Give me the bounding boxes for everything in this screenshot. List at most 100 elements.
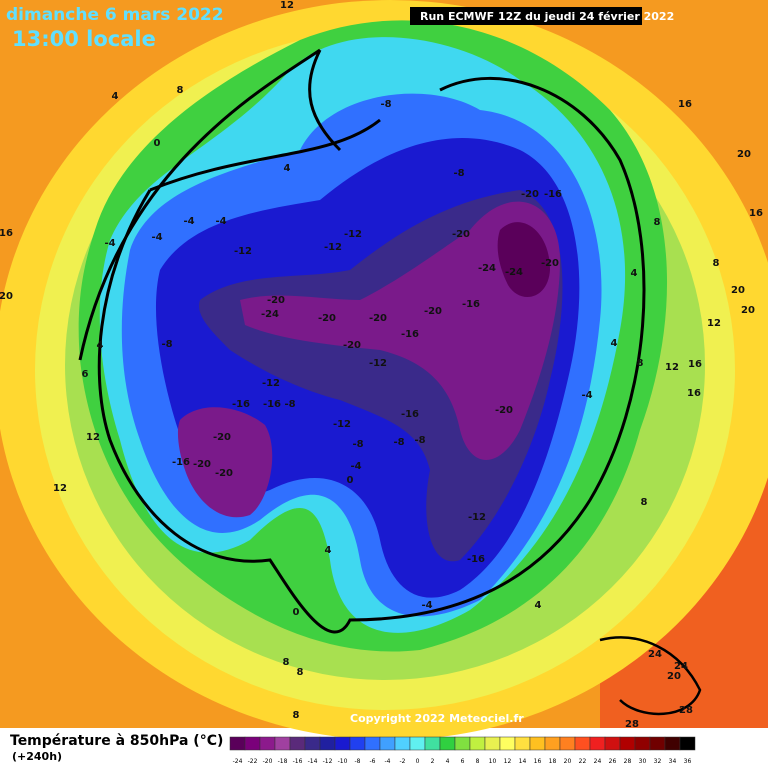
colorbar-label: -20 [263, 758, 273, 765]
colorbar-label: 34 [669, 758, 677, 765]
colorbar-label: -14 [308, 758, 318, 765]
colorbar-swatch [484, 736, 501, 751]
contour-label: -20 [267, 295, 285, 306]
colorbar-swatch [274, 736, 291, 751]
colorbar-label: 24 [594, 758, 602, 765]
contour-label: 4 [535, 600, 542, 611]
date: dimanche 6 mars 2022 [6, 5, 224, 25]
contour-label: -16 [401, 409, 419, 420]
colorbar-label: -18 [278, 758, 288, 765]
legend-title: Température à 850hPa (°C) [10, 733, 223, 749]
colorbar-swatch [259, 736, 276, 751]
contour-label: -8 [393, 437, 404, 448]
colorbar-label: -12 [323, 758, 333, 765]
colorbar-label: -4 [385, 758, 391, 765]
contour-label: 0 [154, 138, 161, 149]
colorbar-label: 10 [489, 758, 497, 765]
contour-label: -20 [318, 313, 336, 324]
contour-label: -16 [263, 399, 281, 410]
contour-label: -12 [333, 419, 351, 430]
colorbar-swatch [379, 736, 396, 751]
colorbar-swatch [514, 736, 531, 751]
contour-label: 8 [177, 85, 184, 96]
colorbar-swatch [289, 736, 306, 751]
contour-label: -20 [495, 405, 513, 416]
colorbar-label: 26 [609, 758, 617, 765]
colorbar-label: 20 [564, 758, 572, 765]
contour-label: -20 [215, 468, 233, 479]
contour-label: 20 [667, 671, 681, 682]
map: dimanche 6 mars 2022 13:00 locale Run EC… [0, 0, 768, 740]
run-info: Run ECMWF 12Z du jeudi 24 février 2022 [420, 10, 674, 23]
colorbar-label: 0 [416, 758, 420, 765]
contour-label: 6 [82, 369, 89, 380]
contour-label: 4 [284, 163, 291, 174]
colorbar-label: 28 [624, 758, 632, 765]
colorbar-swatch [634, 736, 651, 751]
colorbar-swatch [304, 736, 321, 751]
colorbar-swatch [649, 736, 666, 751]
contour-label: 20 [737, 149, 751, 160]
contour-label: 16 [749, 208, 763, 219]
colorbar-swatch [604, 736, 621, 751]
contour-label: -20 [369, 313, 387, 324]
colorbar-swatch [364, 736, 381, 751]
contour-label: -12 [234, 246, 252, 257]
colorbar-swatch [589, 736, 606, 751]
contour-label: -12 [468, 512, 486, 523]
contour-label: -8 [284, 399, 295, 410]
contour-label: 12 [53, 483, 67, 494]
contour-label: 12 [86, 432, 100, 443]
contour-label: 24 [674, 661, 688, 672]
contour-label: -20 [193, 459, 211, 470]
contour-label: 0 [347, 475, 354, 486]
contour-label: -16 [401, 329, 419, 340]
colorbar-swatch [439, 736, 456, 751]
contour-label: -24 [478, 263, 496, 274]
contour-label: -8 [453, 168, 464, 179]
colorbar-swatch [499, 736, 516, 751]
contour-label: 20 [0, 291, 13, 302]
contour-label: -4 [581, 390, 592, 401]
contour-label: -12 [262, 378, 280, 389]
colorbar-label: 12 [504, 758, 512, 765]
colorbar-swatch [664, 736, 681, 751]
contour-label: -20 [521, 189, 539, 200]
copyright: Copyright 2022 Meteociel.fr [350, 712, 524, 725]
colorbar-swatch [409, 736, 426, 751]
run-box [410, 7, 642, 25]
contour-label: -4 [421, 600, 432, 611]
colorbar-swatch [349, 736, 366, 751]
colorbar-swatch [529, 736, 546, 751]
colorbar-label: 8 [476, 758, 480, 765]
colorbar-swatch [454, 736, 471, 751]
colorbar-label: -2 [400, 758, 406, 765]
colorbar-swatch [574, 736, 591, 751]
contour-label: -20 [424, 306, 442, 317]
colorbar-label: 18 [549, 758, 557, 765]
colorbar-label: 36 [684, 758, 692, 765]
contour-label: -16 [467, 554, 485, 565]
contour-label: 8 [641, 497, 648, 508]
contour-label: 16 [678, 99, 692, 110]
contour-label: 28 [679, 705, 693, 716]
contour-label: -16 [232, 399, 250, 410]
contour-label: -20 [343, 340, 361, 351]
contour-label: 4 [112, 91, 119, 102]
colorbar-label: -10 [338, 758, 348, 765]
contour-label: 4 [611, 338, 618, 349]
colorbar-swatch [679, 736, 696, 751]
contour-label: -4 [350, 461, 361, 472]
contour-label: -8 [352, 439, 363, 450]
colorbar-label: 2 [431, 758, 435, 765]
colorbar-label: 22 [579, 758, 587, 765]
colorbar-label: 16 [534, 758, 542, 765]
colorbar-label: 30 [639, 758, 647, 765]
contour-label: -16 [462, 299, 480, 310]
contour-labels: -24-20-20 -20-20-16-20-12-16-20-20 -16-24-… [0, 0, 763, 730]
colorbar-label: 4 [446, 758, 450, 765]
contour-label: 8 [654, 217, 661, 228]
colorbar-label: -16 [293, 758, 303, 765]
time: 13:00 locale [12, 27, 156, 51]
